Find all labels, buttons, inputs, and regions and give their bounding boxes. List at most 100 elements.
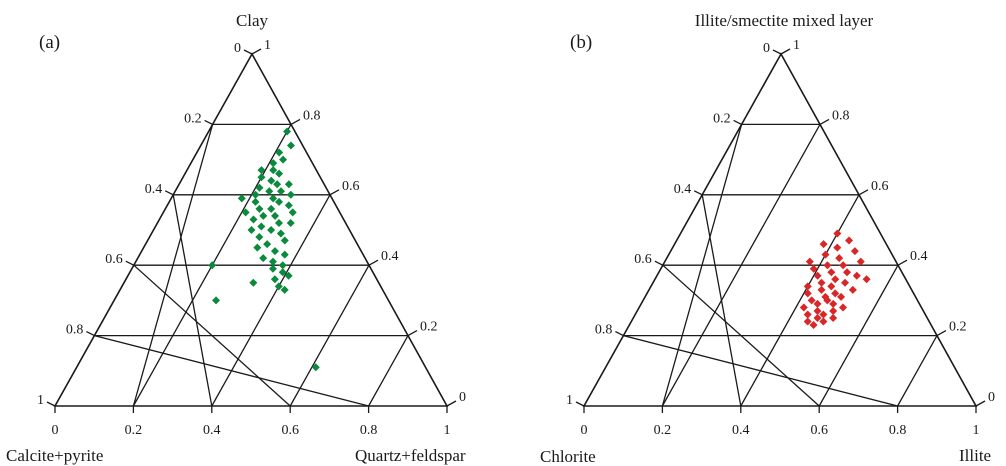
data-point-diamond xyxy=(803,282,812,291)
panel-label-b: (b) xyxy=(570,32,592,53)
tick-mark xyxy=(936,330,947,337)
data-point-diamond xyxy=(839,303,847,312)
panel-label-a: (a) xyxy=(39,32,60,53)
tick-mark xyxy=(575,401,585,407)
tick-label-bottom: 0.2 xyxy=(654,423,672,438)
data-point-diamond xyxy=(813,299,822,308)
grid-line xyxy=(897,335,938,407)
grid-line xyxy=(368,335,409,407)
data-point-diamond xyxy=(845,236,854,245)
tick-label-right: 0.8 xyxy=(303,108,321,123)
data-point-diamond xyxy=(833,229,842,238)
tick-mark xyxy=(975,400,986,407)
data-point-diamond xyxy=(276,229,285,238)
tick-label-right: 1 xyxy=(793,38,800,53)
apex-label-right: Illite xyxy=(959,446,991,465)
tick-label-left: 0 xyxy=(234,41,241,56)
data-point-diamond xyxy=(269,194,278,203)
data-point-diamond xyxy=(249,215,258,224)
grid-line xyxy=(94,334,369,407)
tick-label-left: 0.8 xyxy=(595,323,613,338)
data-point-diamond xyxy=(803,289,812,298)
tick-label-right: 0.6 xyxy=(342,179,360,194)
apex-label-top: Clay xyxy=(236,11,269,30)
grid-line xyxy=(133,264,291,407)
data-point-diamond xyxy=(255,233,264,242)
data-point-diamond xyxy=(257,166,266,175)
data-point-diamond xyxy=(249,278,258,287)
tick-label-bottom: 0 xyxy=(581,423,588,438)
tick-label-bottom: 0 xyxy=(52,423,59,438)
tick-label-bottom: 1 xyxy=(444,423,451,438)
data-point-diamond xyxy=(823,296,832,305)
data-point-diamond xyxy=(833,243,842,252)
data-point-diamond xyxy=(267,226,276,234)
data-point-diamond xyxy=(279,155,288,164)
data-point-diamond xyxy=(270,247,279,256)
data-point-diamond xyxy=(286,190,295,199)
data-point-diamond xyxy=(253,243,262,252)
tick-mark xyxy=(772,49,782,55)
tick-label-right: 1 xyxy=(264,38,271,53)
tick-label-right: 0.2 xyxy=(949,320,967,335)
tick-label-left: 0.4 xyxy=(674,182,692,197)
tick-mark xyxy=(733,119,742,125)
data-point-diamond xyxy=(286,218,295,227)
ternary-grid xyxy=(53,52,449,407)
data-point-diamond xyxy=(843,268,852,277)
data-point-diamond xyxy=(284,201,293,210)
data-point-diamond xyxy=(257,173,266,182)
data-point-diamond xyxy=(835,254,844,263)
data-point-diamond xyxy=(827,268,836,277)
tick-label-left: 1 xyxy=(37,393,44,408)
data-point-diamond xyxy=(856,257,865,266)
tick-label-bottom: 0.8 xyxy=(360,423,378,438)
data-points xyxy=(208,127,320,372)
data-point-diamond xyxy=(848,285,857,294)
data-point-diamond xyxy=(255,204,264,213)
tick-mark xyxy=(204,119,213,125)
tick-mark xyxy=(243,49,253,55)
data-point-diamond xyxy=(237,194,246,203)
data-point-diamond xyxy=(274,218,283,227)
data-point-diamond xyxy=(284,271,293,280)
tick-label-left: 0.2 xyxy=(713,111,731,126)
data-point-diamond xyxy=(288,208,297,217)
tick-mark xyxy=(446,400,457,407)
data-point-diamond xyxy=(839,261,848,270)
data-point-diamond xyxy=(268,264,277,273)
data-point-diamond xyxy=(803,310,812,319)
tick-mark xyxy=(46,401,56,407)
data-point-diamond xyxy=(255,183,264,192)
data-point-diamond xyxy=(268,257,277,266)
data-point-diamond xyxy=(823,261,832,270)
data-point-diamond xyxy=(208,261,217,270)
data-point-diamond xyxy=(269,159,278,168)
tick-label-bottom: 0.4 xyxy=(732,423,750,438)
data-point-diamond xyxy=(275,148,284,157)
data-point-diamond xyxy=(827,282,836,291)
ternary-panel-b: (b) Illite/smectite mixed layer Chlorite… xyxy=(540,11,995,466)
tick-mark xyxy=(407,330,418,337)
tick-label-left: 0.6 xyxy=(105,252,123,267)
tick-mark xyxy=(858,189,869,196)
tick-label-right: 0.6 xyxy=(871,179,889,194)
tick-label-right: 0.4 xyxy=(910,249,928,264)
data-point-diamond xyxy=(259,254,268,263)
data-point-diamond xyxy=(280,285,289,294)
data-point-diamond xyxy=(284,180,293,189)
data-point-diamond xyxy=(829,299,838,308)
data-point-diamond xyxy=(259,211,268,220)
tick-mark xyxy=(897,259,908,266)
data-point-diamond xyxy=(813,306,822,315)
tick-labels: 0 0.2 0.4 0.6 0.8 110.80.60.40.20 10.80.60.40.… xyxy=(37,38,466,438)
data-point-diamond xyxy=(212,296,221,305)
data-point-diamond xyxy=(813,271,822,280)
data-point-diamond xyxy=(286,141,295,150)
grid-line xyxy=(701,194,742,407)
data-point-diamond xyxy=(280,236,289,245)
data-point-diamond xyxy=(829,306,838,315)
data-point-diamond xyxy=(817,285,826,294)
data-point-diamond xyxy=(819,310,828,319)
data-point-diamond xyxy=(813,314,822,322)
